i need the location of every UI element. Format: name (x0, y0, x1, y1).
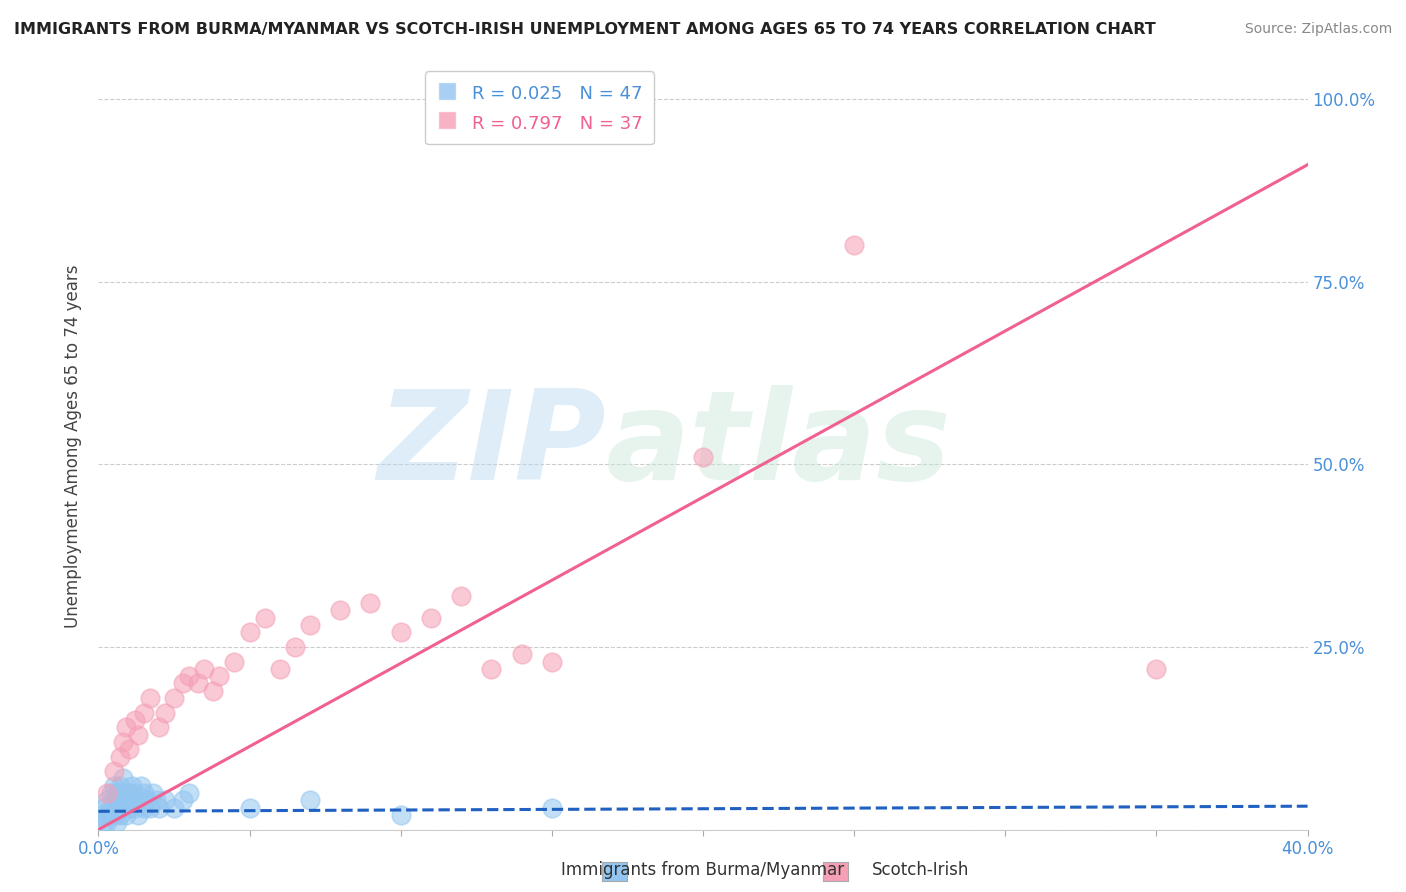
Point (118, 800, 141, 814)
Point (111, 772, 134, 786)
Point (163, 691, 186, 706)
Point (105, 800, 128, 814)
Point (132, 786, 155, 800)
Point (108, 779, 131, 793)
Point (329, 603, 352, 617)
Point (145, 793, 167, 807)
Point (299, 618, 322, 632)
Point (299, 793, 322, 807)
Point (179, 669, 201, 683)
Point (111, 786, 134, 800)
Point (124, 800, 146, 814)
Point (121, 779, 143, 793)
Text: Immigrants from Burma/Myanmar: Immigrants from Burma/Myanmar (561, 861, 845, 879)
Point (239, 800, 262, 814)
Point (132, 706, 155, 720)
Point (103, 779, 125, 793)
Point (540, 655, 562, 669)
Text: Scotch-Irish: Scotch-Irish (872, 861, 970, 879)
Point (253, 610, 276, 624)
Point (127, 728, 149, 742)
Text: IMMIGRANTS FROM BURMA/MYANMAR VS SCOTCH-IRISH UNEMPLOYMENT AMONG AGES 65 TO 74 Y: IMMIGRANTS FROM BURMA/MYANMAR VS SCOTCH-… (14, 22, 1156, 37)
Point (510, 647, 533, 661)
Point (224, 655, 246, 669)
Point (100, 800, 122, 814)
Point (142, 786, 165, 800)
Text: atlas: atlas (606, 385, 952, 507)
Point (118, 786, 141, 800)
Point (124, 786, 146, 800)
Point (96, 808, 118, 822)
Point (692, 450, 714, 464)
Point (1144, 662, 1167, 676)
Point (187, 676, 209, 690)
Point (124, 713, 146, 727)
Point (135, 793, 157, 807)
Point (179, 786, 201, 800)
Point (100, 808, 122, 822)
Point (208, 669, 231, 683)
Point (389, 808, 412, 822)
Point (96, 786, 118, 800)
Point (202, 683, 225, 698)
Point (450, 589, 472, 603)
Point (153, 706, 176, 720)
Point (121, 793, 143, 807)
Point (114, 808, 136, 822)
Point (239, 625, 262, 640)
Point (360, 596, 382, 610)
Point (118, 742, 141, 756)
Point (93, 800, 115, 814)
Y-axis label: Unemployment Among Ages 65 to 74 years: Unemployment Among Ages 65 to 74 years (65, 264, 83, 628)
Point (96, 793, 118, 807)
Point (148, 800, 170, 814)
Point (100, 786, 122, 800)
Point (108, 749, 131, 764)
Point (103, 808, 125, 822)
Point (172, 676, 194, 690)
Point (163, 800, 186, 814)
Point (103, 793, 125, 807)
Legend: R = 0.025   N = 47, R = 0.797   N = 37: R = 0.025 N = 47, R = 0.797 N = 37 (426, 71, 654, 145)
Text: Source: ZipAtlas.com: Source: ZipAtlas.com (1244, 22, 1392, 37)
Point (108, 808, 131, 822)
Point (96, 815, 118, 830)
Text: ZIP: ZIP (378, 385, 606, 507)
Point (93, 815, 115, 830)
Point (284, 640, 307, 654)
Point (139, 691, 162, 706)
Point (129, 779, 152, 793)
Point (114, 793, 136, 807)
Point (105, 815, 128, 830)
Point (172, 793, 194, 807)
Point (844, 238, 866, 252)
Point (481, 92, 503, 106)
Point (90, 808, 112, 822)
Point (127, 793, 149, 807)
Point (127, 808, 149, 822)
Point (111, 735, 134, 749)
Point (153, 793, 176, 807)
Point (540, 800, 562, 814)
Point (148, 720, 170, 734)
Point (108, 793, 131, 807)
Point (114, 720, 136, 734)
Point (389, 625, 412, 640)
Point (105, 786, 128, 800)
Point (139, 800, 162, 814)
Point (481, 662, 503, 676)
Point (420, 610, 443, 624)
Point (111, 800, 134, 814)
Point (269, 662, 291, 676)
Point (193, 662, 215, 676)
Point (103, 764, 125, 778)
Point (132, 800, 155, 814)
